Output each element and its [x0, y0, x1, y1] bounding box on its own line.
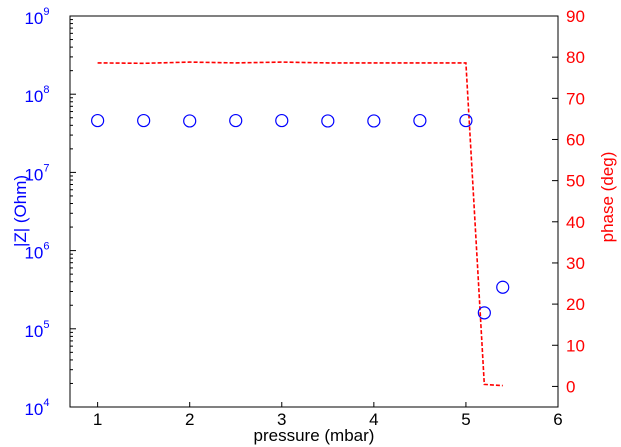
tick-base: 10: [24, 400, 43, 419]
right-tick-label: 70: [566, 89, 585, 108]
impedance-point: [229, 113, 243, 128]
impedance-point: [367, 114, 381, 128]
right-axis-ticks: 0 10 20 30 40 50 60 70 80 90: [552, 7, 585, 396]
x-axis-label: pressure (mbar): [254, 426, 375, 445]
left-tick-label: 108: [24, 84, 49, 106]
tick-base: 10: [24, 322, 43, 341]
left-axis-label: |Z| (Ohm): [11, 175, 30, 247]
impedance-point: [183, 114, 197, 128]
right-tick-label: 20: [566, 295, 585, 314]
x-tick-label: 3: [277, 410, 286, 429]
right-tick-label: 60: [566, 130, 585, 149]
phase-series-line: [97, 61, 503, 387]
right-tick-label: 40: [566, 213, 585, 232]
left-tick-label: 107: [24, 162, 49, 184]
right-axis-label: phase (deg): [598, 152, 617, 243]
tick-exponent: 8: [43, 84, 49, 96]
tick-base: 10: [24, 9, 43, 28]
tick-exponent: 5: [43, 319, 49, 331]
plot-frame: [69, 15, 559, 408]
tick-base: 10: [24, 87, 43, 106]
tick-exponent: 6: [43, 241, 49, 253]
left-tick-label: 104: [24, 397, 49, 419]
x-tick-label: 4: [369, 410, 378, 429]
impedance-point: [275, 113, 289, 128]
left-tick-label: 105: [24, 319, 49, 341]
x-axis-ticks: 1 2 3 4 5 6: [93, 402, 563, 429]
impedance-point: [413, 113, 427, 128]
right-tick-label: 0: [566, 377, 575, 396]
impedance-point: [459, 113, 473, 128]
right-tick-label: 50: [566, 172, 585, 191]
right-tick-label: 90: [566, 7, 585, 26]
impedance-point: [321, 114, 335, 128]
tick-exponent: 4: [43, 397, 49, 409]
impedance-point: [91, 113, 105, 128]
x-tick-label: 1: [93, 410, 102, 429]
impedance-point: [496, 280, 510, 294]
impedance-point: [137, 113, 151, 128]
tick-base: 10: [24, 165, 43, 184]
tick-exponent: 7: [43, 162, 49, 174]
x-tick-label: 2: [185, 410, 194, 429]
tick-base: 10: [24, 244, 43, 263]
left-tick-label: 109: [24, 6, 49, 28]
right-tick-label: 80: [566, 48, 585, 67]
x-tick-label: 5: [461, 410, 470, 429]
impedance-point: [477, 306, 491, 320]
tick-exponent: 9: [43, 6, 49, 18]
impedance-series-markers: [91, 113, 510, 320]
right-tick-label: 30: [566, 254, 585, 273]
x-tick-label: 6: [553, 410, 562, 429]
left-tick-label: 106: [24, 241, 49, 263]
right-tick-label: 10: [566, 336, 585, 355]
